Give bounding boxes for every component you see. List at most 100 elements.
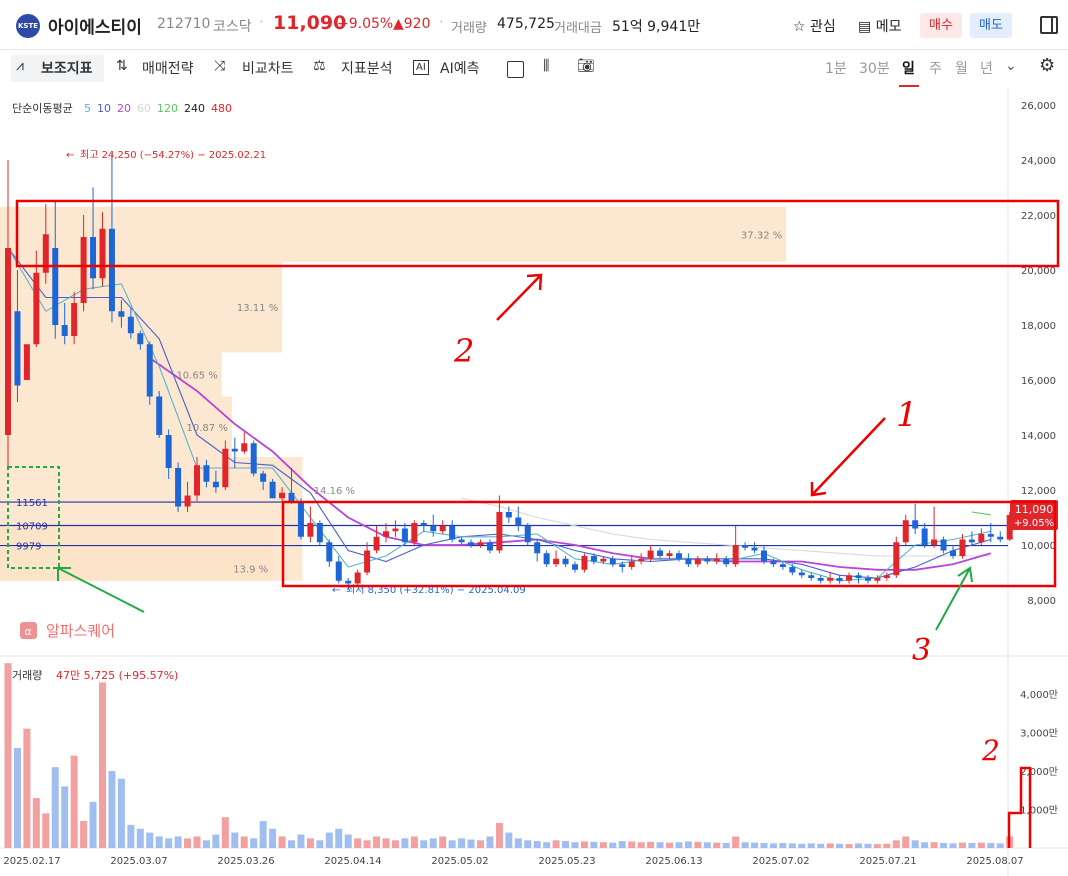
candle-body bbox=[997, 536, 1004, 540]
volume-bar bbox=[713, 842, 721, 848]
candle-body bbox=[874, 578, 881, 581]
x-tick-label: 2025.06.13 bbox=[645, 856, 702, 867]
period-year[interactable]: 년 bbox=[980, 61, 993, 77]
volume-bar bbox=[373, 836, 381, 848]
axes: 26,00024,00022,00020,00018,00016,00014,0… bbox=[3, 101, 1058, 867]
stock-code: 212710 bbox=[157, 16, 211, 32]
candle-body bbox=[33, 272, 40, 345]
candle-body bbox=[581, 556, 588, 570]
candle-body bbox=[326, 542, 333, 562]
candle-body bbox=[80, 237, 87, 303]
compare-button[interactable]: 비교차트 bbox=[242, 61, 294, 77]
volume-tick-label: 1,000만 bbox=[1020, 805, 1058, 817]
candle-body bbox=[288, 492, 295, 501]
indicators-button[interactable] bbox=[11, 55, 104, 82]
period-day[interactable]: 일 bbox=[902, 61, 915, 77]
volume-value: 475,725 bbox=[497, 16, 555, 32]
volume-bar bbox=[278, 836, 286, 848]
volume-bar bbox=[32, 797, 40, 848]
volume-bar bbox=[448, 840, 456, 848]
candle-body bbox=[600, 558, 607, 562]
period-1min[interactable]: 1분 bbox=[825, 61, 847, 77]
candle-body bbox=[893, 542, 900, 576]
watch-button[interactable]: ☆ 관심 bbox=[793, 16, 836, 36]
y-tick-label: 8,000 bbox=[1027, 596, 1056, 607]
strategy-button[interactable]: 매매전략 bbox=[142, 61, 194, 77]
memo-button[interactable]: ▤ 메모 bbox=[858, 16, 901, 36]
volume-bar bbox=[977, 842, 985, 848]
candle-icon[interactable]: ⫼ bbox=[543, 58, 550, 74]
candle-body bbox=[468, 542, 475, 545]
period-week[interactable]: 주 bbox=[929, 61, 942, 77]
price-chart[interactable]: 37.32 % 13.11 % 10.65 % 10.87 % 14.16 % 13.9 … bbox=[0, 88, 1068, 876]
volume-bar bbox=[580, 841, 588, 848]
settings-gear-icon[interactable]: ⚙ bbox=[1039, 55, 1056, 76]
candle-body bbox=[392, 528, 399, 532]
volume-bar bbox=[354, 838, 362, 848]
period-month[interactable]: 월 bbox=[955, 61, 968, 77]
y-tick-label: 24,000 bbox=[1021, 156, 1056, 167]
sell-button[interactable]: 매도 bbox=[970, 13, 1012, 38]
period-active-underline bbox=[899, 85, 919, 87]
volume-bar bbox=[89, 801, 97, 848]
candle-body bbox=[373, 536, 380, 551]
camera-icon[interactable]: 📷︎ bbox=[577, 58, 595, 74]
candle-body bbox=[307, 523, 314, 537]
volume-bar bbox=[99, 682, 106, 848]
watermark-text: 알파스퀘어 bbox=[46, 622, 115, 640]
volume-bar bbox=[628, 841, 636, 848]
buy-button[interactable]: 매수 bbox=[920, 13, 962, 38]
volume-bar bbox=[193, 836, 201, 848]
candle-body bbox=[297, 501, 304, 537]
volume-profile-label: 13.9 % bbox=[233, 565, 268, 576]
analysis-button[interactable]: 지표분석 bbox=[341, 61, 393, 77]
draw-box-icon[interactable] bbox=[507, 61, 524, 78]
chevron-down-icon[interactable]: ⌄ bbox=[1005, 58, 1017, 74]
volume-bar bbox=[401, 838, 409, 848]
volume-bar bbox=[51, 767, 59, 848]
volume-bar bbox=[722, 842, 730, 848]
candle-body bbox=[798, 572, 805, 576]
candle-body bbox=[704, 558, 711, 562]
volume-bar bbox=[344, 834, 352, 848]
candle-body bbox=[156, 396, 163, 435]
candle-body bbox=[883, 575, 890, 578]
volume-bar bbox=[694, 841, 702, 848]
panel-toggle-icon[interactable] bbox=[1040, 16, 1058, 34]
ai-predict-button[interactable]: AI예측 bbox=[440, 61, 480, 77]
period-30min[interactable]: 30분 bbox=[859, 61, 890, 77]
company-logo: KSTE bbox=[16, 14, 40, 38]
volume-bar bbox=[684, 841, 692, 848]
volume-bar bbox=[439, 836, 447, 848]
y-tick-label: 22,000 bbox=[1021, 211, 1056, 222]
candle-body bbox=[723, 558, 730, 565]
annotation-volume-box bbox=[1007, 766, 1032, 848]
candle-body bbox=[90, 237, 97, 279]
candle-body bbox=[912, 520, 919, 529]
volume-bar bbox=[335, 828, 343, 848]
annotation-arrow-down bbox=[810, 417, 886, 497]
candle-body bbox=[524, 525, 531, 543]
volume-bar bbox=[609, 842, 617, 848]
candle-body bbox=[685, 558, 692, 565]
candle-body bbox=[420, 523, 427, 526]
volume-bar bbox=[505, 832, 513, 848]
memo-icon: ▤ bbox=[858, 19, 872, 35]
candle-body bbox=[902, 520, 909, 543]
volume-label: 거래량 bbox=[12, 669, 42, 682]
ma-legend-item: 60 bbox=[137, 102, 151, 115]
candle-body bbox=[827, 578, 834, 581]
volume-bar bbox=[23, 728, 31, 848]
memo-label: 메모 bbox=[875, 19, 902, 35]
volume-bar bbox=[202, 840, 210, 848]
y-tick-label: 20,000 bbox=[1021, 266, 1056, 277]
x-tick-label: 2025.02.17 bbox=[3, 856, 60, 867]
volume-bar bbox=[732, 836, 740, 848]
candles[interactable] bbox=[5, 153, 1013, 591]
candle-body bbox=[590, 556, 597, 562]
candle-body bbox=[694, 558, 701, 565]
candle-body bbox=[931, 539, 938, 545]
stock-header: KSTE 아이에스티이 212710 코스닥 · 11,090 +9.05% ▲… bbox=[0, 0, 1068, 50]
indicators-label[interactable]: 보조지표 bbox=[41, 61, 93, 77]
volume-bar bbox=[826, 843, 834, 848]
